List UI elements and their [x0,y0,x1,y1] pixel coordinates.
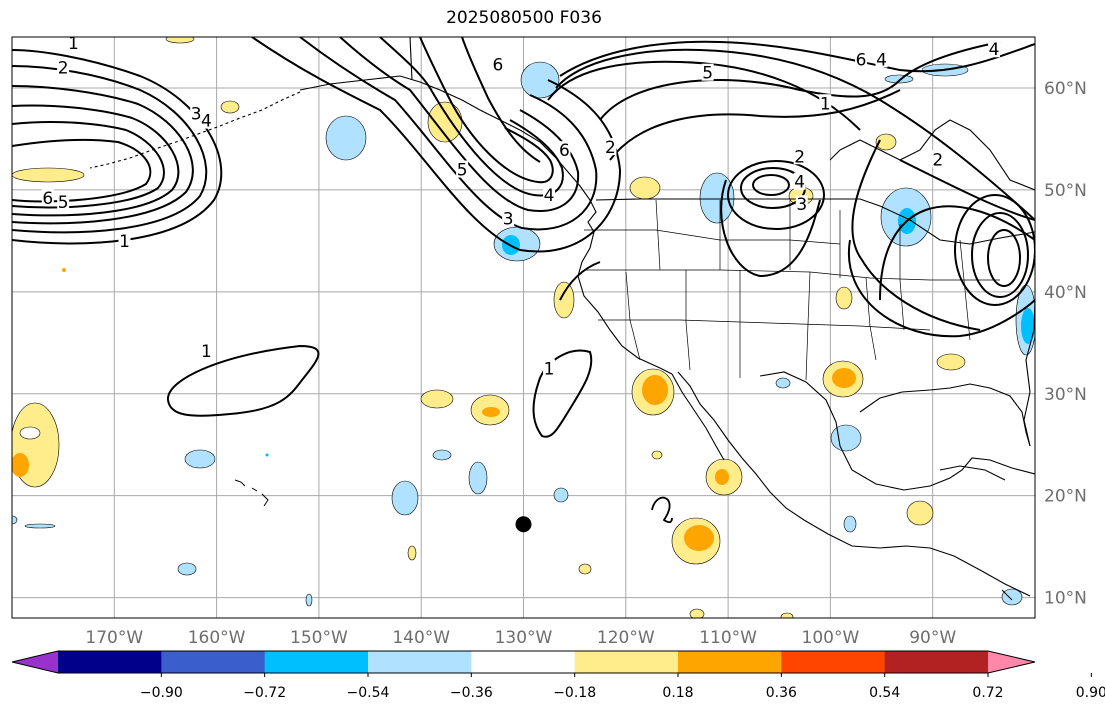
contour-label-bg [200,111,213,129]
contour-label-bg [57,193,70,211]
contour-lines [12,37,1035,524]
contour-label: 3 [796,195,807,215]
lon-tick-label: 110°W [699,628,757,648]
contour-label: 2 [58,59,69,79]
lat-tick-label: 40°N [1044,283,1087,303]
lon-tick-label: 120°W [597,628,655,648]
contour-label-bg [456,160,469,178]
contour-label: 5 [58,193,69,213]
contour-label-bg [41,189,54,207]
graticule [12,37,1035,618]
lat-tick-label: 20°N [1044,487,1087,507]
longitude-tick-labels: 170°W 160°W 150°W 140°W 130°W 120°W 110°W 100°W… [85,628,956,648]
contour-label: 1 [201,342,212,362]
lat-tick-label: 10°N [1044,589,1087,609]
contour-label-bg [190,104,203,122]
lon-tick-label: 130°W [495,628,553,648]
colorbar-tick-label: −0.54 [347,685,390,701]
contour-label-bg [67,34,80,52]
lat-tick-label: 30°N [1044,385,1087,405]
contour-label: 6 [856,50,867,70]
contour-label-bg [57,58,70,76]
colorbar-box [161,651,266,673]
colorbar-tick-labels: −0.90 −0.72 −0.54 −0.36 −0.18 0.18 0.36 0.54 0.7… [140,673,1105,701]
lon-tick-label: 140°W [392,628,450,648]
contour-label: 6 [559,141,570,161]
colorbar-box [678,651,782,673]
colorbar-tick-label: −0.18 [553,685,596,701]
contour-label: 5 [457,161,468,181]
colorbar-tick-label: −0.36 [450,685,493,701]
storm-location-marker [515,516,532,533]
contour-label-bg [558,141,571,159]
chart-title: 2025080500 F036 [446,8,602,28]
contour-label-bg [795,195,808,213]
colorbar-box [264,651,369,673]
coastlines-and-borders [89,37,1035,601]
contour-label: 1 [68,34,79,54]
lon-tick-label: 150°W [290,628,348,648]
colorbar-box [884,651,989,673]
lon-tick-label: 100°W [802,628,860,648]
contour-label: 2 [605,138,616,158]
lon-tick-label: 90°W [909,628,956,648]
contour-label: 5 [702,64,713,84]
contour-label-bg [819,94,832,112]
colorbar-tick-label: −0.90 [140,685,183,701]
contour-label-bg [931,150,944,168]
contour-label: 4 [544,186,555,206]
contour-label-bg [118,231,131,249]
contour-label: 1 [544,359,555,379]
contour-label: 6 [42,189,53,209]
colorbar-extend-high [988,651,1035,673]
contour-label-bg [875,50,888,68]
colorbar-extend-low [12,651,58,673]
colorbar-box [781,651,886,673]
contour-label: 6 [493,56,504,76]
contour-label: 4 [876,50,887,70]
contour-label: 2 [932,150,943,170]
colorbar-box [368,651,472,673]
lon-tick-label: 160°W [188,628,246,648]
colorbar-tick-label: 0.72 [972,685,1003,701]
contour-label: 4 [794,173,805,193]
colorbar-tick-label: 0.90 [1076,685,1105,701]
colorbar-tick-label: −0.72 [243,685,286,701]
contour-label-bg [502,209,515,227]
contour-label-bg [491,55,504,73]
anomaly-shading [12,37,1035,618]
contour-label-bg [543,185,556,203]
lat-tick-label: 60°N [1044,79,1087,99]
colorbar-tick-label: 0.54 [869,685,900,701]
contour-label-bg [988,40,1001,58]
contour-label-bg [793,147,806,165]
colorbar-boxes [11,650,1036,674]
lat-tick-label: 50°N [1044,181,1087,201]
contour-label-bg [604,138,617,156]
colorbar-box [58,651,162,673]
colorbar-outline [11,650,1036,674]
map-frame [11,36,1036,619]
colorbar-box [574,651,679,673]
contour-label: 3 [191,104,202,124]
contour-label-bg [701,63,714,81]
colorbar-tick-label: 0.18 [662,685,693,701]
contour-label-bg [200,341,213,359]
contour-label: 4 [989,40,1000,60]
contour-label: 1 [119,232,130,252]
contour-label: 2 [794,147,805,167]
contour-label-bg [543,359,556,377]
contour-label-bg [793,172,806,190]
colorbar-box [471,651,576,673]
contour-label-bg [855,50,868,68]
contour-label: 4 [201,112,212,132]
latitude-tick-labels: 60°N 50°N 40°N 30°N 20°N 10°N [1044,79,1087,609]
lon-tick-label: 170°W [85,628,143,648]
contour-label: 3 [503,209,514,229]
colorbar-tick-label: 0.36 [766,685,797,701]
contour-label: 1 [820,94,831,114]
